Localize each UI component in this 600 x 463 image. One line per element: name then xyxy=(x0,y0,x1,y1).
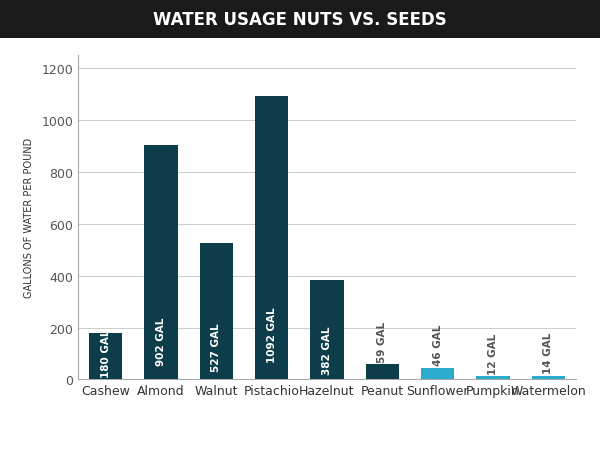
Text: 902 GAL: 902 GAL xyxy=(156,317,166,366)
Bar xyxy=(200,243,233,380)
Bar xyxy=(476,376,509,380)
Bar xyxy=(89,333,122,380)
Text: WATER USAGE NUTS VS. SEEDS: WATER USAGE NUTS VS. SEEDS xyxy=(153,11,447,29)
Text: 12 GAL: 12 GAL xyxy=(488,333,498,374)
Bar xyxy=(255,96,288,380)
Bar xyxy=(532,376,565,380)
Text: 14 GAL: 14 GAL xyxy=(544,332,553,374)
Text: 180 GAL: 180 GAL xyxy=(101,328,110,377)
Text: 59 GAL: 59 GAL xyxy=(377,321,388,362)
Text: 46 GAL: 46 GAL xyxy=(433,324,443,365)
Text: 527 GAL: 527 GAL xyxy=(211,323,221,371)
Bar xyxy=(366,364,399,380)
Bar xyxy=(421,368,454,380)
Bar xyxy=(145,146,178,380)
Text: 1092 GAL: 1092 GAL xyxy=(266,307,277,363)
Text: 382 GAL: 382 GAL xyxy=(322,325,332,374)
Bar xyxy=(310,281,344,380)
Y-axis label: GALLONS OF WATER PER POUND: GALLONS OF WATER PER POUND xyxy=(25,138,34,298)
